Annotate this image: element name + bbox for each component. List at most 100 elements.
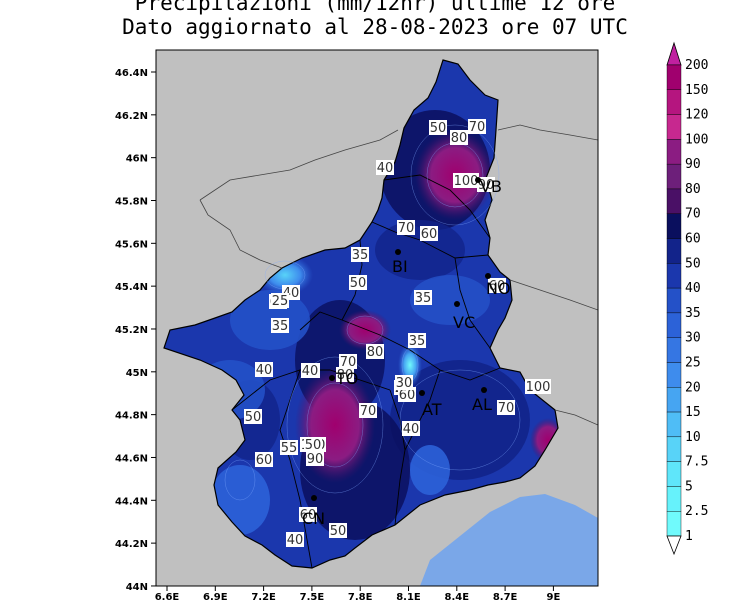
- contour-label-bg: [351, 247, 369, 262]
- contour-label-bg: [255, 362, 273, 377]
- colorbar-label: 35: [685, 306, 701, 321]
- map-frame: [155, 49, 599, 587]
- contour-label: 40: [403, 422, 420, 437]
- contour-label-bg: [488, 278, 506, 293]
- contour-label-bg: [339, 354, 357, 369]
- lon-tick-label: 6.6E: [155, 592, 180, 600]
- contour-label: 70: [398, 221, 415, 236]
- colorbar-segment: [666, 436, 682, 462]
- colorbar-label: 1: [685, 529, 693, 544]
- colorbar-segment: [666, 64, 682, 90]
- contour-label: 70: [469, 120, 486, 135]
- lat-tick-label: 45.8N: [115, 196, 148, 207]
- lat-tick-label: 46.2N: [115, 111, 148, 122]
- contour-label: 35: [415, 291, 432, 306]
- colorbar-segment: [666, 312, 682, 338]
- lon-tick-label: 8.7E: [493, 592, 518, 600]
- lon-tick-label: 7.5E: [300, 592, 325, 600]
- contour-label-bg: [398, 387, 416, 402]
- contour-label: 80: [451, 131, 468, 146]
- contour-label-bg: [477, 177, 495, 192]
- contour-label-bg: [329, 523, 347, 538]
- city-dot-at: [419, 390, 425, 396]
- city-dot-to: [329, 375, 335, 381]
- colorbar-segment: [666, 337, 682, 363]
- contour-label-bg: [468, 119, 486, 134]
- contour-label: 60: [300, 508, 317, 523]
- lon-tick-label: 8.4E: [445, 592, 470, 600]
- lat-tick-label: 44.6N: [115, 453, 148, 464]
- city-label-cn: CN: [302, 509, 325, 528]
- contour-label: 50: [245, 410, 262, 425]
- contour-label: 35: [409, 334, 426, 349]
- colorbar-label: 30: [685, 331, 701, 346]
- contour-label: 60: [489, 279, 506, 294]
- city-label-no: NO: [486, 279, 511, 298]
- contour-label-bg: [408, 333, 426, 348]
- contour-label-bg: [366, 344, 384, 359]
- map-title-line1: Precipitazioni (mm/12hr) ultime 12 ore: [134, 0, 616, 15]
- contour-label: 25: [272, 294, 289, 309]
- lon-tick-label: 7.2E: [251, 592, 276, 600]
- colorbar-segment: [666, 486, 682, 512]
- contour-label: 70: [360, 404, 377, 419]
- colorbar-label: 15: [685, 405, 701, 420]
- city-dot-vc: [454, 301, 460, 307]
- colorbar-segment: [666, 114, 682, 140]
- contour-label: 60: [256, 453, 273, 468]
- colorbar-label: 120: [685, 108, 708, 123]
- contour-label-bg: [429, 120, 447, 135]
- contour-label: 35: [272, 319, 289, 334]
- contour-label: 70: [340, 355, 357, 370]
- city-dot-no: [485, 273, 491, 279]
- contour-label: 55: [281, 441, 298, 456]
- contour-label: 50: [430, 121, 447, 136]
- colorbar-segment: [666, 411, 682, 438]
- city-label-al: AL: [472, 395, 492, 414]
- contour-label: 35: [352, 248, 369, 263]
- city-label-at: AT: [422, 400, 442, 419]
- contour-label-bg: [525, 379, 551, 394]
- city-dot-cn: [311, 495, 317, 501]
- colorbar-label: 5: [685, 479, 693, 494]
- lat-tick-label: 44N: [126, 582, 148, 593]
- colorbar-segment: [666, 139, 682, 165]
- contour-label: 40: [377, 161, 394, 176]
- lat-tick-label: 45.6N: [115, 239, 148, 250]
- lat-tick-label: 44.4N: [115, 496, 148, 507]
- colorbar-label: 20: [685, 380, 701, 395]
- contour-label-bg: [376, 160, 394, 175]
- colorbar-label: 70: [685, 207, 701, 222]
- contour-label-bg: [397, 220, 415, 235]
- contour-label-bg: [450, 130, 468, 145]
- map-title-line2: Dato aggiornato al 28-08-2023 ore 07 UTC: [122, 15, 628, 39]
- lon-axis: 6.6E 6.9E 7.2E 7.5E 7.8E 8.1E 8.4E 8.7E 9E: [155, 586, 561, 600]
- colorbar-segment: [666, 461, 682, 487]
- lon-tick-label: 9E: [547, 592, 561, 600]
- contour-label: 40: [256, 363, 273, 378]
- contour-label-bg: [286, 532, 304, 547]
- colorbar-segment: [666, 263, 682, 289]
- contour-label-bg: [299, 507, 317, 522]
- contour-label-bg: [402, 421, 420, 436]
- lat-tick-label: 45.4N: [115, 282, 148, 293]
- lat-tick-label: 45N: [126, 368, 148, 379]
- city-dot-bi: [395, 249, 401, 255]
- contour-label: 90: [478, 178, 495, 193]
- colorbar-label: 80: [685, 182, 701, 197]
- city-dot-vb: [475, 177, 481, 183]
- contour-label-bg: [301, 363, 319, 378]
- contour-label: 50: [330, 524, 347, 539]
- contour-label-bg: [280, 440, 298, 455]
- contour-label: 40: [302, 364, 319, 379]
- contour-label: 50: [350, 276, 367, 291]
- contour-label-bg: [244, 409, 262, 424]
- lat-tick-label: 46.4N: [115, 68, 148, 79]
- contour-label: 50: [305, 438, 322, 453]
- colorbar-top-arrow: [666, 41, 682, 66]
- national-borders: [199, 124, 598, 426]
- colorbar-segment: [666, 89, 682, 115]
- contour-label: 90: [307, 452, 324, 467]
- colorbar-label: 10: [685, 430, 701, 445]
